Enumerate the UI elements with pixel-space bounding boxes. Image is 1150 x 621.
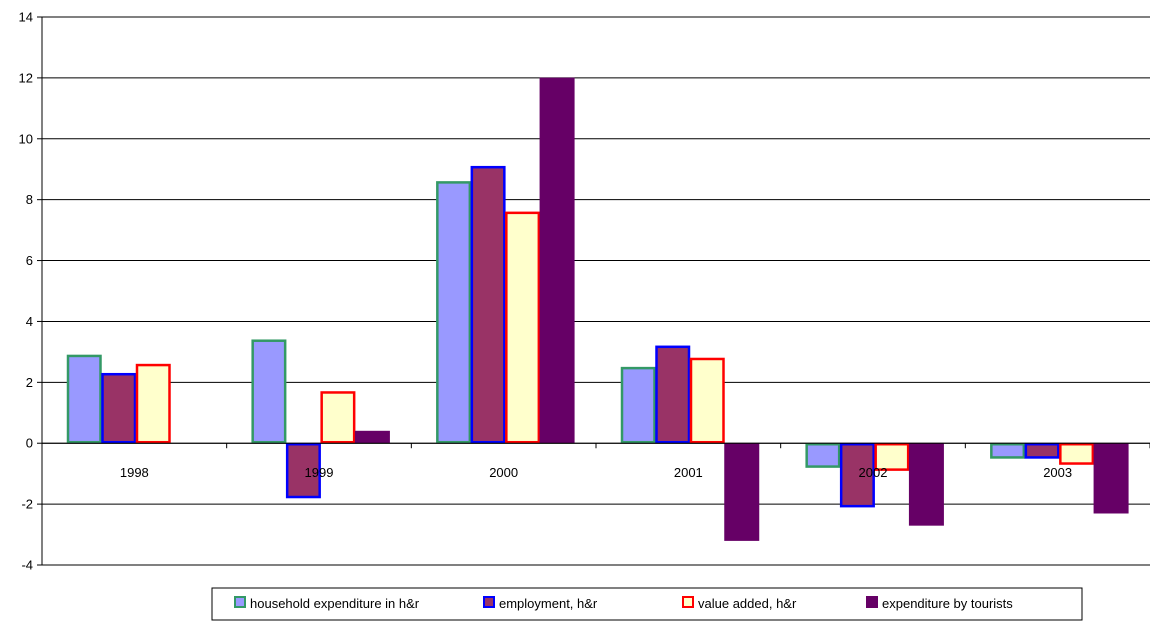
y-tick-label: 14	[19, 10, 33, 25]
grid-lines	[37, 16, 1150, 566]
legend-swatch	[234, 596, 246, 608]
x-tick-label: 2003	[1043, 465, 1072, 480]
bar-2003-series-4	[1093, 442, 1129, 514]
axes	[41, 17, 1150, 565]
y-tick-label: 8	[26, 192, 33, 207]
y-tick-label: 10	[19, 131, 33, 146]
x-tick-label: 2002	[859, 465, 888, 480]
legend-swatch	[483, 596, 495, 608]
bar-2001-series-3	[689, 357, 725, 444]
bar-1999-series-1	[251, 339, 287, 444]
legend-label: employment, h&r	[499, 596, 598, 611]
y-tick-label: 6	[26, 253, 33, 268]
bar-2002-series-3	[874, 442, 910, 471]
legend-swatch	[866, 596, 878, 608]
y-tick-label: 12	[19, 70, 33, 85]
legend-swatch	[682, 596, 694, 608]
legend-label: value added, h&r	[698, 596, 797, 611]
bar-2002-series-2	[839, 442, 875, 508]
bar-2002-series-4	[908, 442, 944, 526]
bars	[66, 77, 1129, 541]
y-tick-label: 4	[26, 314, 33, 329]
x-tick-label: 2000	[489, 465, 518, 480]
bar-1998-series-3	[135, 363, 171, 444]
x-tick-label: 1998	[120, 465, 149, 480]
x-axis-tick-labels: 1998 1999 2000 2001 2002 2003	[120, 465, 1072, 480]
bar-2000-series-2	[470, 165, 506, 444]
bar-2001-series-1	[620, 366, 656, 444]
bar-1999-series-3	[320, 391, 356, 444]
y-tick-label: 0	[26, 436, 33, 451]
x-tick-label: 2001	[674, 465, 703, 480]
y-axis-tick-labels: -4 -2 0 2 4 6 8 10 12 14	[19, 10, 33, 573]
bar-1999-series-4	[354, 430, 390, 444]
legend-label: expenditure by tourists	[882, 596, 1013, 611]
bar-1998-series-2	[101, 372, 137, 444]
bar-1998-series-1	[66, 354, 102, 444]
bar-2000-series-4	[539, 77, 575, 444]
x-tick-label: 1999	[305, 465, 334, 480]
bar-2003-series-1	[990, 442, 1026, 459]
legend-box	[211, 587, 1083, 621]
bar-1999-series-2	[285, 442, 321, 499]
bar-2000-series-3	[505, 211, 541, 444]
bar-2002-series-1	[805, 442, 841, 468]
bar-2000-series-1	[436, 181, 472, 444]
bar-2003-series-2	[1024, 442, 1060, 459]
bar-2003-series-3	[1059, 442, 1095, 465]
y-tick-label: 2	[26, 375, 33, 390]
y-tick-label: -4	[21, 558, 33, 573]
legend-label: household expenditure in h&r	[250, 596, 420, 611]
legend: household expenditure in h&r employment, …	[211, 587, 1083, 621]
y-tick-label: -2	[21, 497, 33, 512]
bar-2001-series-2	[655, 345, 691, 444]
bar-2001-series-4	[724, 442, 760, 541]
